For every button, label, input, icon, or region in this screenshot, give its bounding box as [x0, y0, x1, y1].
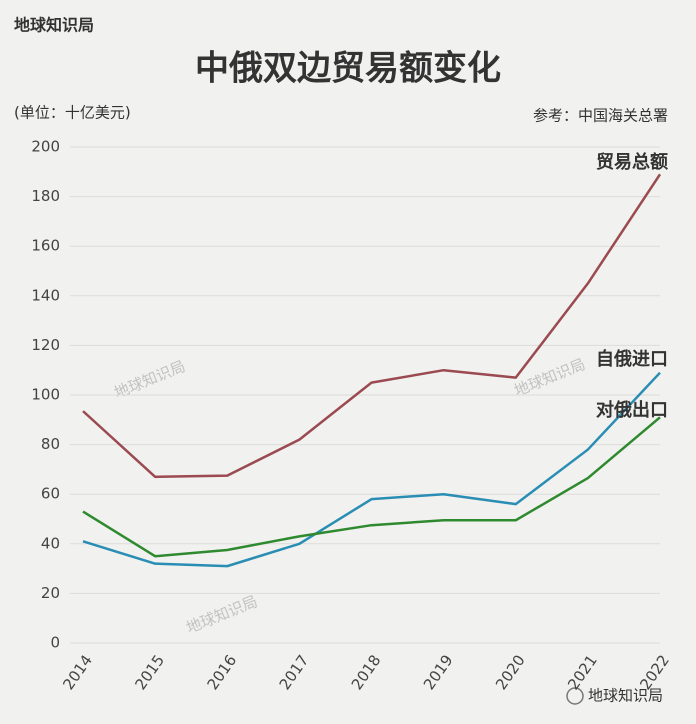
y-tick-label: 0: [50, 634, 60, 652]
brand: 地球知识局: [14, 16, 94, 35]
series-label: 自俄进口: [596, 348, 668, 370]
y-tick-label: 140: [31, 286, 60, 304]
y-tick-label: 120: [31, 336, 60, 354]
series-line: [82, 371, 661, 568]
chart-title: 中俄双边贸易额变化: [195, 49, 501, 89]
source: 参考：中国海关总署: [533, 107, 668, 125]
y-tick-label: 40: [41, 534, 60, 552]
footer-brand: 地球知识局: [588, 687, 663, 705]
y-axis-label: (单位：十亿美元): [14, 104, 131, 122]
wechat-icon: [566, 687, 584, 705]
y-tick-label: 160: [31, 237, 60, 255]
series-line: [82, 173, 662, 479]
y-tick-label: 20: [41, 584, 60, 602]
series-label: 贸易总额: [596, 151, 668, 173]
y-tick-label: 80: [41, 435, 60, 453]
y-tick-label: 180: [31, 187, 60, 205]
series-line: [82, 416, 661, 558]
y-tick-label: 100: [31, 386, 60, 404]
y-tick-label: 200: [31, 138, 60, 156]
series-label: 对俄出口: [596, 399, 668, 421]
y-tick-label: 60: [41, 485, 60, 503]
